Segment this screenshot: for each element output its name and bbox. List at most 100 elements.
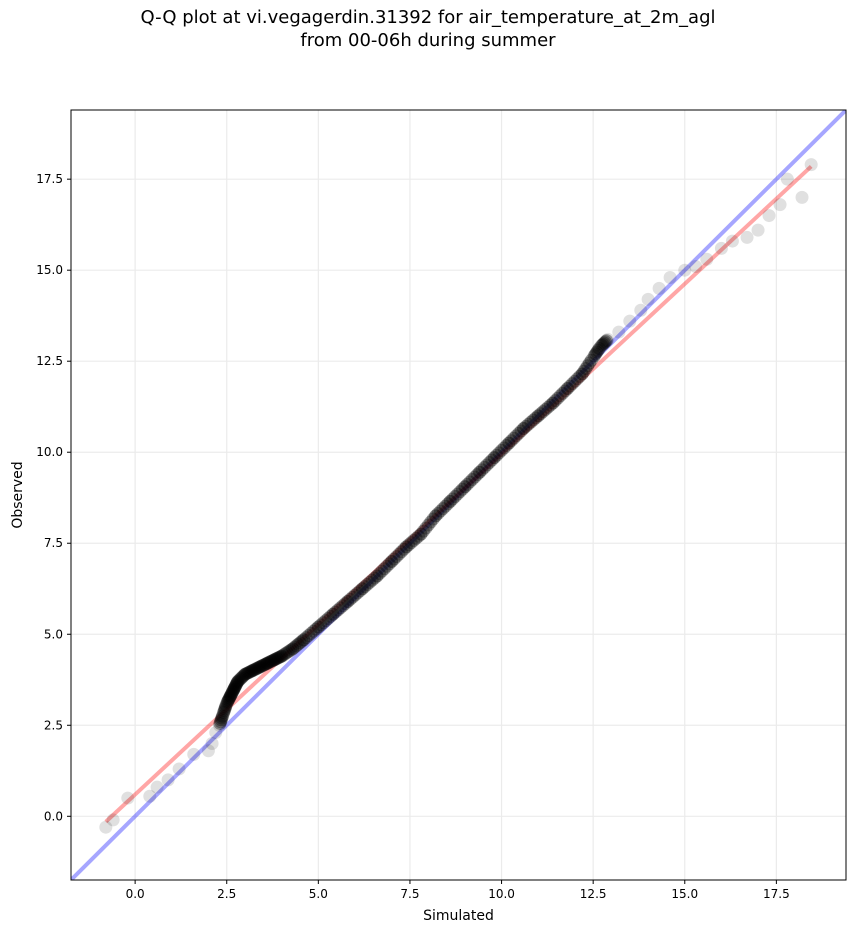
data-point bbox=[589, 347, 603, 361]
data-point bbox=[714, 241, 728, 255]
data-point bbox=[795, 190, 809, 204]
data-point bbox=[277, 648, 291, 662]
data-point bbox=[205, 736, 219, 750]
data-point bbox=[514, 424, 528, 438]
data-point bbox=[295, 634, 309, 648]
data-point bbox=[600, 334, 614, 348]
data-point bbox=[526, 413, 540, 427]
data-point bbox=[385, 554, 399, 568]
data-point bbox=[499, 439, 513, 453]
data-point bbox=[429, 509, 443, 523]
data-point bbox=[448, 490, 462, 504]
data-point bbox=[239, 667, 253, 681]
x-tick-label: 7.5 bbox=[400, 887, 419, 901]
data-point bbox=[678, 263, 692, 277]
data-point bbox=[399, 540, 413, 554]
data-point bbox=[565, 377, 579, 391]
data-point bbox=[524, 415, 538, 429]
data-point bbox=[228, 681, 242, 695]
data-point bbox=[409, 531, 423, 545]
data-point bbox=[250, 661, 264, 675]
data-point bbox=[223, 690, 237, 704]
data-point bbox=[463, 475, 477, 489]
data-points bbox=[99, 158, 818, 834]
data-point bbox=[266, 653, 280, 667]
data-point bbox=[433, 504, 447, 518]
data-point bbox=[372, 567, 386, 581]
data-point bbox=[436, 502, 450, 516]
data-point bbox=[360, 577, 374, 591]
data-point bbox=[228, 679, 242, 693]
data-point bbox=[262, 655, 276, 669]
chart-title-line-1: Q-Q plot at vi.vegagerdin.31392 for air_… bbox=[140, 7, 716, 28]
data-point bbox=[382, 557, 396, 571]
data-point bbox=[331, 603, 345, 617]
data-point bbox=[326, 607, 340, 621]
data-point bbox=[216, 707, 230, 721]
data-point bbox=[612, 325, 626, 339]
data-point bbox=[217, 704, 231, 718]
data-point bbox=[288, 640, 302, 654]
data-point bbox=[492, 446, 506, 460]
data-point bbox=[725, 234, 739, 248]
y-tick-label: 5.0 bbox=[44, 627, 63, 641]
data-point bbox=[363, 575, 377, 589]
data-point bbox=[441, 497, 455, 511]
data-point bbox=[365, 573, 379, 587]
data-point bbox=[161, 773, 175, 787]
data-point bbox=[226, 684, 240, 698]
data-point bbox=[338, 597, 352, 611]
data-point bbox=[641, 292, 655, 306]
data-point bbox=[297, 633, 311, 647]
data-point bbox=[558, 384, 572, 398]
data-point bbox=[368, 571, 382, 585]
data-point bbox=[460, 477, 474, 491]
x-tick-label: 12.5 bbox=[580, 887, 607, 901]
data-point bbox=[243, 665, 257, 679]
data-point bbox=[414, 527, 428, 541]
data-point bbox=[236, 670, 250, 684]
data-point bbox=[592, 341, 606, 355]
data-point bbox=[404, 536, 418, 550]
data-point bbox=[261, 656, 275, 670]
data-point bbox=[227, 682, 241, 696]
data-point bbox=[431, 507, 445, 521]
data-point bbox=[570, 372, 584, 386]
data-point bbox=[306, 624, 320, 638]
data-point bbox=[218, 702, 232, 716]
data-point bbox=[473, 465, 487, 479]
data-point bbox=[253, 660, 267, 674]
data-point bbox=[519, 419, 533, 433]
data-point bbox=[402, 538, 416, 552]
data-point bbox=[502, 436, 516, 450]
data-point bbox=[593, 340, 607, 354]
data-point bbox=[343, 592, 357, 606]
data-point bbox=[485, 453, 499, 467]
data-point bbox=[546, 396, 560, 410]
data-point bbox=[584, 353, 598, 367]
data-point bbox=[780, 172, 794, 186]
data-point bbox=[273, 650, 287, 664]
data-point bbox=[548, 394, 562, 408]
data-point bbox=[319, 614, 333, 628]
data-point bbox=[265, 654, 279, 668]
data-point bbox=[597, 336, 611, 350]
data-point bbox=[487, 451, 501, 465]
data-point bbox=[222, 693, 236, 707]
y-axis-label: Observed bbox=[10, 461, 26, 528]
data-point bbox=[443, 494, 457, 508]
data-point bbox=[652, 281, 666, 295]
data-point bbox=[470, 468, 484, 482]
data-point bbox=[539, 402, 553, 416]
data-point bbox=[458, 480, 472, 494]
data-point bbox=[804, 158, 818, 172]
data-point bbox=[348, 588, 362, 602]
data-point bbox=[353, 584, 367, 598]
data-point bbox=[328, 605, 342, 619]
data-point bbox=[541, 400, 555, 414]
data-point bbox=[217, 706, 231, 720]
data-point bbox=[591, 343, 605, 357]
data-point bbox=[220, 695, 234, 709]
data-point bbox=[390, 550, 404, 564]
